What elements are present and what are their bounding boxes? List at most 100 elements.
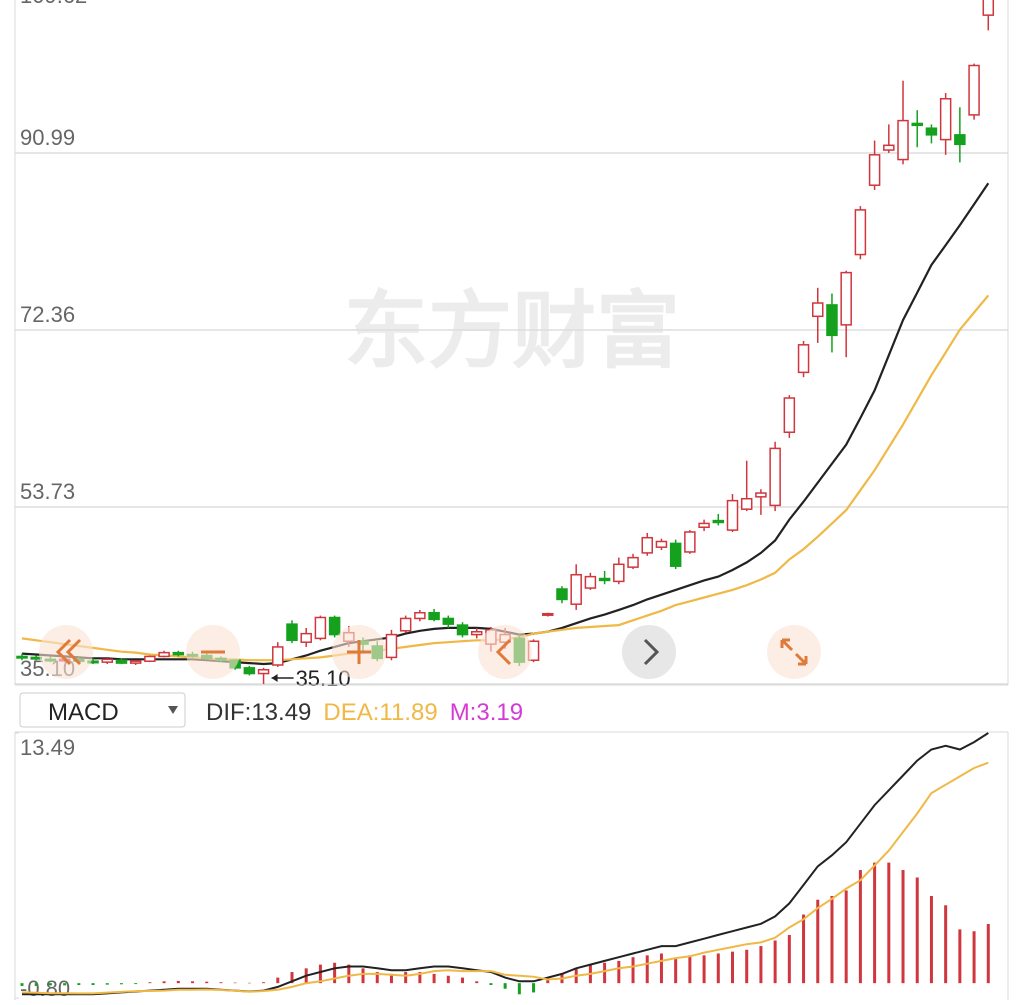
candle-body xyxy=(129,660,142,664)
candle-body xyxy=(769,447,781,507)
candle-body xyxy=(243,667,256,675)
candle-body xyxy=(314,616,327,640)
histogram-bar xyxy=(247,982,251,984)
candle-body xyxy=(726,499,739,531)
histogram-bar xyxy=(887,862,891,984)
histogram-bar xyxy=(20,983,24,986)
histogram-bar xyxy=(119,983,123,985)
y-tick-label: 72.36 xyxy=(20,302,75,327)
candle-body xyxy=(797,344,810,374)
histogram-bar xyxy=(91,983,95,986)
histogram-bar xyxy=(915,877,919,984)
legend-entry: M:3.19 xyxy=(450,699,523,726)
candle-body xyxy=(470,630,483,636)
histogram-bar xyxy=(503,983,507,989)
candle-body xyxy=(613,563,625,583)
candle-body xyxy=(627,556,639,568)
histogram-bar xyxy=(418,972,422,984)
histogram-bar xyxy=(77,983,81,986)
histogram-bar xyxy=(787,934,791,984)
candle-body xyxy=(868,154,881,186)
candle-body xyxy=(925,127,938,136)
histogram-bar xyxy=(63,983,67,986)
histogram-bar xyxy=(134,983,138,985)
candle-body xyxy=(655,540,668,548)
histogram-bar xyxy=(702,955,706,984)
candle-body xyxy=(442,617,455,625)
candle-body xyxy=(883,144,895,151)
histogram-bar xyxy=(233,982,237,984)
histogram-bar xyxy=(617,960,621,984)
candle-body xyxy=(740,497,753,510)
histogram-bar xyxy=(745,949,749,984)
histogram-bar xyxy=(105,983,109,985)
histogram-bar xyxy=(986,924,990,984)
low-marker-arrow xyxy=(271,674,278,682)
histogram-bar xyxy=(48,983,52,986)
histogram-bar xyxy=(333,962,337,984)
y-tick-label: -0.80 xyxy=(20,976,70,1001)
legend: DIF:13.49 DEA:11.89 M:3.19 xyxy=(206,699,523,726)
histogram-bar xyxy=(404,972,408,984)
histogram-bar xyxy=(361,968,365,984)
candle-body xyxy=(144,655,156,662)
histogram-bar xyxy=(176,980,180,984)
candle-body xyxy=(570,573,582,605)
y-tick-label: 53.73 xyxy=(20,479,75,504)
histogram-bar xyxy=(688,955,692,984)
indicator-name[interactable]: MACD xyxy=(48,699,119,726)
histogram-bar xyxy=(432,973,436,984)
histogram-bar xyxy=(148,982,152,984)
legend-entry: DEA:11.89 xyxy=(323,699,437,726)
overlay-buttons xyxy=(39,625,821,679)
candle-body xyxy=(399,617,412,632)
histogram-bar xyxy=(276,977,280,984)
histogram-bar xyxy=(290,972,294,984)
histogram-bar xyxy=(773,940,777,984)
legend-entry: DIF:13.49 xyxy=(206,699,311,726)
histogram-bar xyxy=(659,953,663,984)
candle-body xyxy=(669,542,682,567)
candle-body xyxy=(584,575,597,589)
histogram-bar xyxy=(844,890,848,984)
candle-body xyxy=(16,655,28,659)
candle-body xyxy=(968,64,980,116)
histogram-bar xyxy=(944,905,948,984)
histogram-bar xyxy=(318,964,322,984)
histogram-bar xyxy=(532,983,536,993)
candle-body xyxy=(257,668,270,675)
candle-body xyxy=(101,658,114,663)
histogram-bar xyxy=(475,981,479,984)
histogram-bar xyxy=(929,896,933,984)
fullscreen-button[interactable] xyxy=(767,625,821,679)
histogram-bar xyxy=(205,981,209,984)
candle-body xyxy=(826,304,838,337)
candle-body xyxy=(286,623,298,642)
histogram-bar xyxy=(446,975,450,984)
line-series xyxy=(21,761,989,995)
histogram-bar xyxy=(546,979,550,984)
candle-body xyxy=(755,492,767,498)
zoom-out-button[interactable] xyxy=(186,625,240,679)
histogram-bar xyxy=(901,870,905,984)
zoom-in-button[interactable] xyxy=(332,625,386,679)
histogram-bar xyxy=(34,983,38,986)
candle-body xyxy=(840,271,852,326)
scroll-left-button[interactable] xyxy=(478,625,532,679)
indicator-selector[interactable]: MACD xyxy=(19,692,186,728)
histogram-bar xyxy=(461,977,465,984)
candle-body xyxy=(954,134,966,146)
histogram-bar xyxy=(759,946,763,984)
scroll-start-button[interactable] xyxy=(39,625,93,679)
scroll-right-button[interactable] xyxy=(622,625,676,679)
candle-body xyxy=(158,651,170,658)
histogram-bar xyxy=(972,931,976,984)
candle-body xyxy=(428,611,440,621)
histogram-bar xyxy=(489,983,493,986)
candle-body xyxy=(328,616,341,636)
candle-body xyxy=(542,612,554,616)
candle-body xyxy=(684,531,696,553)
y-tick-label: 13.49 xyxy=(20,735,75,760)
